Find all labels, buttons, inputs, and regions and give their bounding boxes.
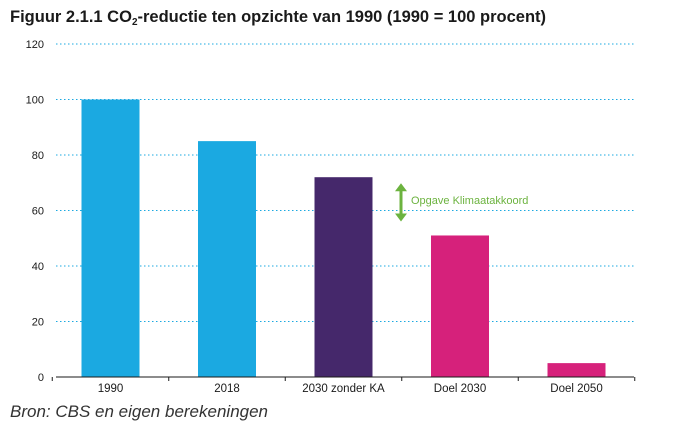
bar-1 (198, 141, 256, 377)
bar-3 (431, 235, 489, 377)
x-category-label-0: 1990 (98, 383, 124, 395)
annotation-label: Opgave Klimaatakkoord (411, 195, 528, 207)
title-prefix: Figuur 2.1.1 CO (10, 8, 132, 26)
x-category-label-1: 2018 (214, 383, 240, 395)
annotation-arrow-head-up (395, 183, 407, 192)
title-subscript: 2 (131, 17, 138, 28)
y-tick-label-120: 120 (26, 39, 44, 51)
x-category-label-3: Doel 2030 (434, 383, 486, 395)
bar-2 (314, 177, 373, 377)
bar-chart: 0 20 40 60 80 100 120 1990 2018 2030 zonder KA Doe… (26, 39, 636, 395)
y-tick-label-40: 40 (32, 261, 44, 273)
bar-4 (547, 363, 606, 377)
x-category-label-4: Doel 2050 (550, 383, 602, 395)
annotation-arrow-head-down (395, 213, 407, 222)
x-category-label-2: 2030 zonder KA (302, 383, 385, 395)
chart-title: Figuur 2.1.1 CO2-reductie ten opzichte v… (10, 8, 546, 28)
y-tick-label-0: 0 (38, 372, 44, 384)
y-tick-label-100: 100 (26, 95, 44, 107)
title-suffix: -reductie ten opzichte van 1990 (1990 = … (137, 8, 547, 26)
bar-0 (81, 99, 140, 377)
y-tick-label-20: 20 (32, 317, 44, 329)
y-tick-label-80: 80 (32, 150, 44, 162)
source-note: Bron: CBS en eigen berekeningen (10, 402, 269, 421)
y-tick-label-60: 60 (32, 206, 44, 218)
